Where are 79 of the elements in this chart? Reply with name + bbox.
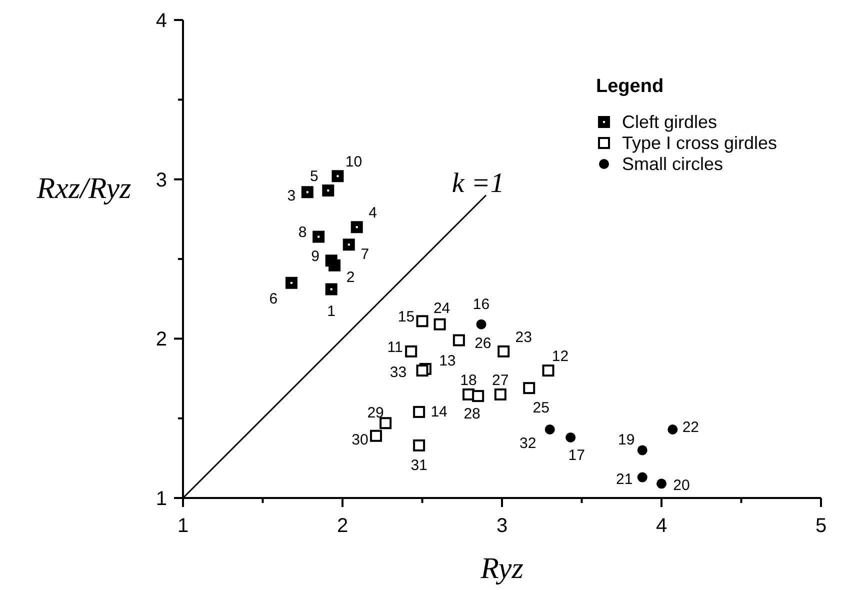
x-tick-label: 3 (496, 515, 508, 537)
y-tick-label: 4 (156, 10, 167, 32)
point (637, 445, 648, 456)
point (342, 238, 355, 251)
legend-title: Legend (596, 76, 664, 97)
annotation: 8 (298, 224, 307, 242)
annotation: 23 (515, 328, 532, 346)
annotation: 29 (367, 404, 384, 422)
point (542, 364, 554, 377)
point (416, 364, 428, 377)
point (301, 186, 314, 198)
legend-label: Cleft girdles (622, 112, 718, 132)
point (416, 315, 428, 328)
annotation: 28 (464, 406, 480, 423)
annotation: 31 (410, 456, 428, 474)
annotation: 7 (360, 246, 370, 264)
point (380, 417, 392, 430)
legend-label: Type I cross girdles (622, 133, 778, 153)
point (498, 345, 510, 358)
annotation: 15 (398, 308, 415, 326)
point (322, 184, 334, 196)
annotation: 22 (682, 418, 700, 436)
point (472, 390, 484, 402)
annotation: 1 (327, 302, 336, 320)
legend-label: Small circles (622, 154, 724, 174)
point (370, 430, 382, 442)
x-axis-title: Ryz (480, 552, 524, 585)
point (350, 221, 363, 234)
annotation: 32 (520, 434, 536, 452)
annotation: 9 (311, 248, 320, 266)
point (523, 382, 536, 394)
annotation: 11 (387, 338, 403, 356)
annotation: 12 (552, 348, 569, 366)
point (566, 432, 576, 442)
point (325, 254, 338, 267)
annotation: 27 (492, 372, 509, 389)
x-tick-label: 4 (656, 515, 668, 537)
annotation: 13 (439, 352, 456, 370)
point (413, 439, 426, 452)
point (413, 406, 426, 418)
point (325, 283, 338, 296)
annotation: 30 (352, 431, 368, 448)
point (668, 424, 678, 434)
annotation: 21 (616, 470, 633, 488)
annotation: 19 (618, 432, 635, 449)
x-tick-label: 5 (815, 515, 827, 537)
x-tick-label: 1 (177, 515, 189, 537)
point (285, 276, 298, 289)
annotation: k =1 (452, 168, 504, 199)
annotation: 20 (673, 477, 690, 494)
annotation: 25 (532, 400, 550, 417)
annotation: 33 (390, 364, 407, 382)
annotation: 10 (345, 154, 362, 171)
point (544, 424, 555, 434)
point (332, 170, 344, 182)
point (476, 319, 486, 330)
y-tick-label: 1 (156, 488, 167, 510)
y-axis-title: Rxz/Ryz (36, 172, 132, 205)
point (452, 334, 465, 346)
annotation: 5 (310, 168, 318, 185)
annotation: 18 (460, 372, 477, 389)
point (637, 472, 648, 482)
point (656, 478, 666, 489)
annotation: 24 (433, 300, 450, 317)
annotation: 26 (474, 334, 492, 352)
annotation: 4 (368, 204, 378, 222)
annotation: 14 (430, 403, 448, 420)
point (434, 318, 446, 330)
annotation: 3 (287, 188, 296, 205)
y-tick-label: 2 (156, 328, 167, 351)
point (312, 230, 325, 243)
point (494, 388, 506, 400)
annotation: 16 (472, 296, 490, 313)
point (405, 345, 418, 358)
y-tick-label: 3 (156, 169, 167, 192)
x-tick-label: 2 (336, 515, 348, 537)
annotation: 2 (346, 268, 355, 286)
annotation: 17 (568, 446, 585, 464)
annotation: 6 (269, 290, 278, 308)
